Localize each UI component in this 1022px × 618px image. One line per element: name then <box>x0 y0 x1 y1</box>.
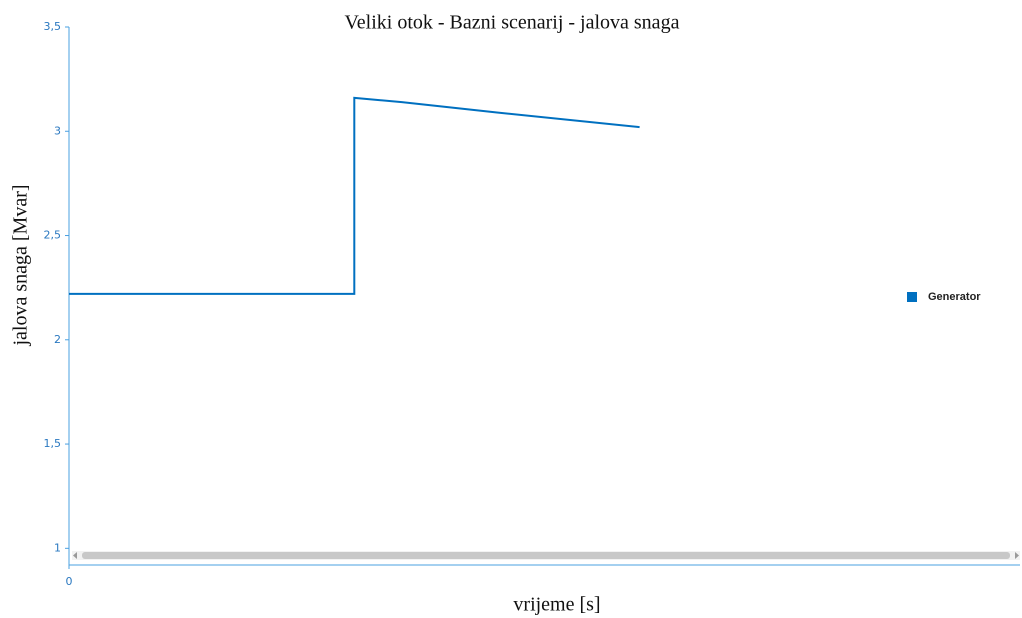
y-tick-label: 2 <box>54 333 61 346</box>
y-tick-label: 3,5 <box>44 20 62 33</box>
data-line <box>69 96 640 295</box>
y-axis-label: jalova snaga [Mvar] <box>10 184 32 346</box>
chart-title: Veliki otok - Bazni scenarij - jalova sn… <box>345 12 680 34</box>
scroll-thumb[interactable] <box>82 552 1010 559</box>
x-axis-label: vrijeme [s] <box>513 594 600 616</box>
scrollbar[interactable] <box>72 551 1020 560</box>
y-tick-label: 1 <box>54 541 61 554</box>
legend-swatch <box>907 292 917 302</box>
y-tick-label: 1,5 <box>44 437 62 450</box>
scroll-right[interactable] <box>1015 552 1019 559</box>
scroll-left[interactable] <box>73 552 77 559</box>
legend-label: Generator <box>928 291 981 303</box>
x-tick-label: 0 <box>66 575 73 588</box>
y-tick-label: 3 <box>54 124 61 137</box>
y-tick-label: 2,5 <box>44 229 62 242</box>
